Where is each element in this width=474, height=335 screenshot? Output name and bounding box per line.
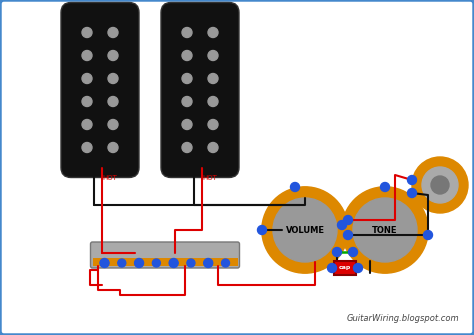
Circle shape	[187, 259, 195, 267]
Circle shape	[182, 142, 192, 152]
Circle shape	[118, 259, 126, 267]
Circle shape	[108, 120, 118, 130]
Circle shape	[344, 230, 353, 240]
Circle shape	[182, 73, 192, 83]
FancyBboxPatch shape	[92, 258, 237, 266]
Circle shape	[208, 73, 218, 83]
Text: TONE: TONE	[372, 225, 398, 234]
Circle shape	[204, 259, 212, 267]
Circle shape	[170, 259, 178, 267]
Circle shape	[381, 183, 390, 192]
Circle shape	[169, 259, 178, 268]
Circle shape	[337, 220, 346, 229]
Circle shape	[431, 176, 449, 194]
Circle shape	[152, 259, 160, 267]
Circle shape	[182, 120, 192, 130]
Circle shape	[82, 27, 92, 38]
Circle shape	[328, 264, 337, 272]
FancyBboxPatch shape	[61, 2, 139, 178]
Circle shape	[100, 259, 109, 268]
Circle shape	[344, 215, 353, 224]
Circle shape	[408, 189, 417, 198]
Circle shape	[82, 73, 92, 83]
Circle shape	[182, 51, 192, 61]
FancyBboxPatch shape	[161, 2, 239, 178]
Circle shape	[135, 259, 143, 267]
Circle shape	[262, 187, 348, 273]
Circle shape	[208, 96, 218, 107]
Circle shape	[208, 51, 218, 61]
Circle shape	[332, 248, 341, 257]
Text: HOT: HOT	[102, 175, 117, 181]
Circle shape	[108, 142, 118, 152]
Circle shape	[108, 96, 118, 107]
Circle shape	[108, 73, 118, 83]
Circle shape	[100, 259, 109, 267]
Circle shape	[108, 27, 118, 38]
Text: VOLUME: VOLUME	[285, 225, 325, 234]
Circle shape	[422, 167, 458, 203]
FancyBboxPatch shape	[91, 242, 239, 268]
Circle shape	[208, 27, 218, 38]
Circle shape	[204, 259, 213, 268]
Circle shape	[423, 230, 432, 240]
Circle shape	[342, 187, 428, 273]
Text: cap: cap	[339, 266, 351, 270]
Circle shape	[412, 157, 468, 213]
Circle shape	[82, 51, 92, 61]
Circle shape	[82, 142, 92, 152]
Circle shape	[82, 96, 92, 107]
Circle shape	[291, 183, 300, 192]
Circle shape	[182, 96, 192, 107]
Text: HOT: HOT	[202, 175, 217, 181]
Circle shape	[208, 120, 218, 130]
Circle shape	[354, 264, 363, 272]
Circle shape	[182, 27, 192, 38]
Circle shape	[257, 225, 266, 234]
Circle shape	[348, 248, 357, 257]
FancyBboxPatch shape	[334, 261, 356, 275]
Circle shape	[135, 259, 144, 268]
Circle shape	[273, 198, 337, 262]
Circle shape	[221, 259, 229, 267]
Circle shape	[353, 198, 417, 262]
Text: GuitarWiring.blogspot.com: GuitarWiring.blogspot.com	[346, 314, 459, 323]
Circle shape	[208, 142, 218, 152]
Circle shape	[82, 120, 92, 130]
Circle shape	[108, 51, 118, 61]
Circle shape	[408, 176, 417, 185]
